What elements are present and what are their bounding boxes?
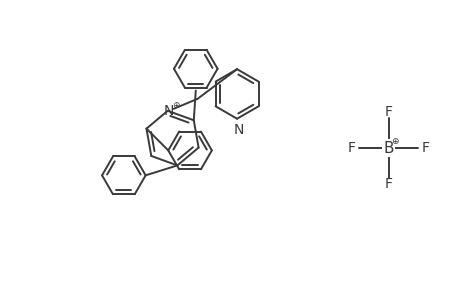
Text: N: N xyxy=(163,104,174,118)
Text: B: B xyxy=(382,140,393,155)
Text: N: N xyxy=(233,123,244,137)
Text: F: F xyxy=(384,105,392,119)
Text: F: F xyxy=(420,141,428,155)
Text: ⊕: ⊕ xyxy=(390,136,397,146)
Text: ⊕: ⊕ xyxy=(172,101,179,110)
Text: F: F xyxy=(347,141,355,155)
Text: F: F xyxy=(384,177,392,191)
